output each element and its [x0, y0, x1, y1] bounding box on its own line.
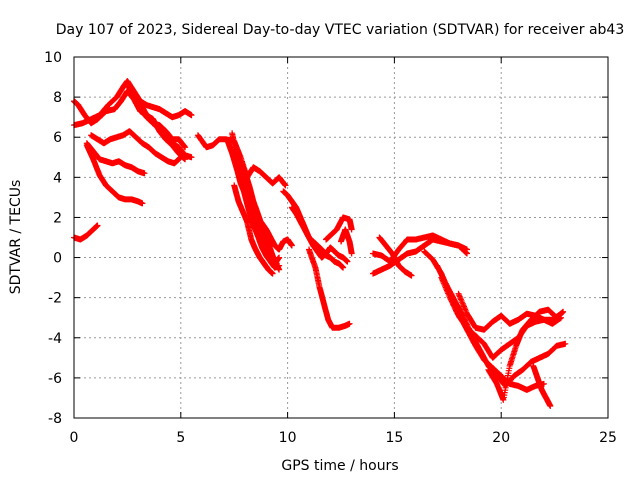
data-series-track	[288, 204, 347, 271]
data-series-track	[530, 362, 554, 409]
data-point-markers	[338, 226, 355, 257]
y-tick-label: 0	[53, 251, 62, 267]
y-tick-label: -4	[48, 331, 62, 347]
y-tick-label: -8	[48, 411, 62, 427]
y-tick-label: 6	[53, 130, 62, 146]
data-tracks	[71, 78, 569, 409]
data-point-markers	[306, 246, 353, 331]
x-tick-label: 10	[279, 430, 297, 446]
y-tick-label: 2	[53, 210, 62, 226]
data-series-track	[338, 226, 355, 257]
chart-title: Day 107 of 2023, Sidereal Day-to-day VTE…	[56, 22, 625, 38]
data-point-markers	[323, 214, 355, 243]
data-point-markers	[231, 182, 276, 277]
data-point-markers	[83, 142, 146, 207]
data-series-track	[323, 214, 355, 243]
plot-frame	[73, 56, 609, 419]
x-axis-title: GPS time / hours	[281, 458, 398, 474]
y-tick-label: 4	[53, 170, 62, 186]
y-tick-label: 8	[53, 90, 62, 106]
y-tick-label: -2	[48, 291, 62, 307]
data-point-markers	[376, 234, 415, 279]
x-tick-label: 0	[70, 430, 79, 446]
x-tick-label: 20	[492, 430, 510, 446]
data-series-track	[231, 182, 276, 277]
data-series-track	[485, 306, 567, 403]
data-series-track	[124, 82, 189, 163]
y-tick-label: -6	[48, 371, 62, 387]
x-tick-label: 5	[176, 430, 185, 446]
data-point-markers	[485, 306, 567, 403]
data-series-track	[83, 142, 146, 207]
data-point-markers	[530, 362, 554, 409]
y-tick-label: 10	[44, 50, 62, 66]
data-series-track	[376, 234, 415, 279]
axis-ticks: 0 5 10 15 20 25 -8 -6 -4 -2 0 2 4 6 8 10	[44, 50, 617, 446]
y-axis-title: SDTVAR / TECUs	[8, 180, 24, 295]
data-point-markers	[288, 204, 347, 271]
data-series-track	[237, 176, 283, 271]
x-tick-label: 25	[599, 430, 617, 446]
data-series-track	[88, 128, 184, 167]
x-tick-label: 15	[385, 430, 403, 446]
data-point-markers	[237, 176, 283, 271]
data-point-markers	[88, 128, 184, 167]
data-series-track	[455, 290, 564, 333]
data-point-markers	[455, 290, 564, 333]
data-series-track	[306, 246, 353, 331]
data-point-markers	[124, 82, 189, 163]
